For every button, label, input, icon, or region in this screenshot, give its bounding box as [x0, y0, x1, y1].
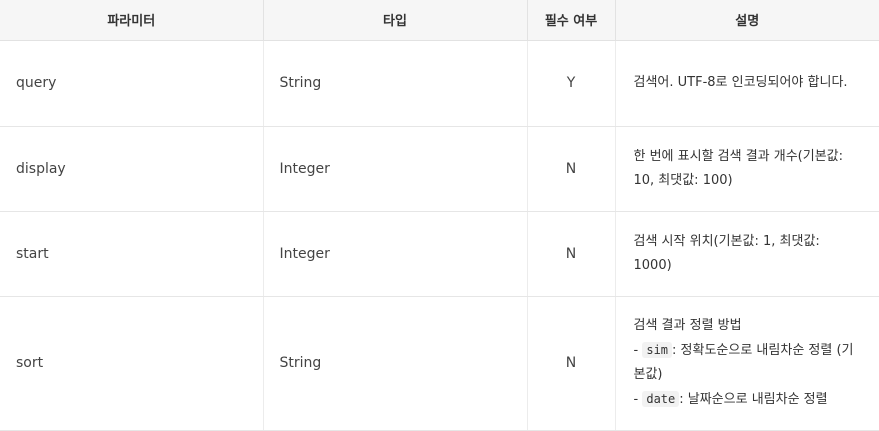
- param-description: 검색 시작 위치(기본값: 1, 최댓값: 1000): [615, 211, 879, 297]
- header-required: 필수 여부: [527, 0, 616, 41]
- param-name: display: [0, 126, 264, 212]
- header-parameter: 파라미터: [0, 0, 264, 41]
- param-required: N: [527, 126, 616, 212]
- param-required: N: [527, 211, 616, 297]
- table-header-row: 파라미터 타입 필수 여부 설명: [0, 0, 879, 41]
- table-row: display Integer N 한 번에 표시할 검색 결과 개수(기본값:…: [0, 126, 879, 212]
- param-name: sort: [0, 296, 264, 431]
- param-type: String: [263, 40, 528, 127]
- table-row: query String Y 검색어. UTF-8로 인코딩되어야 합니다.: [0, 40, 879, 127]
- param-description: 한 번에 표시할 검색 결과 개수(기본값: 10, 최댓값: 100): [615, 126, 879, 212]
- header-description: 설명: [615, 0, 879, 41]
- sort-option-date: - date: 날짜순으로 내림차순 정렬: [634, 387, 862, 412]
- param-required: Y: [527, 40, 616, 127]
- param-type: Integer: [263, 211, 528, 297]
- param-required: N: [527, 296, 616, 431]
- table-row: start Integer N 검색 시작 위치(기본값: 1, 최댓값: 10…: [0, 211, 879, 297]
- param-type: String: [263, 296, 528, 431]
- bullet-dash: -: [633, 392, 639, 407]
- sort-description-title: 검색 결과 정렬 방법: [633, 318, 742, 333]
- table-row: sort String N 검색 결과 정렬 방법 - sim: 정확도순으로 …: [0, 296, 879, 431]
- param-name: query: [0, 40, 264, 127]
- sort-option-sim-text: : 정확도순으로 내림차순 정렬 (기본값): [633, 343, 854, 382]
- sort-option-date-text: : 날짜순으로 내림차순 정렬: [679, 392, 828, 407]
- bullet-dash: -: [633, 343, 639, 358]
- code-date: date: [642, 391, 680, 407]
- param-type: Integer: [263, 126, 528, 212]
- header-type: 타입: [263, 0, 528, 41]
- param-description: 검색어. UTF-8로 인코딩되어야 합니다.: [615, 40, 879, 127]
- param-name: start: [0, 211, 264, 297]
- sort-option-sim: - sim: 정확도순으로 내림차순 정렬 (기본값): [634, 338, 862, 387]
- param-description: 검색 결과 정렬 방법 - sim: 정확도순으로 내림차순 정렬 (기본값) …: [615, 296, 879, 431]
- code-sim: sim: [642, 342, 673, 358]
